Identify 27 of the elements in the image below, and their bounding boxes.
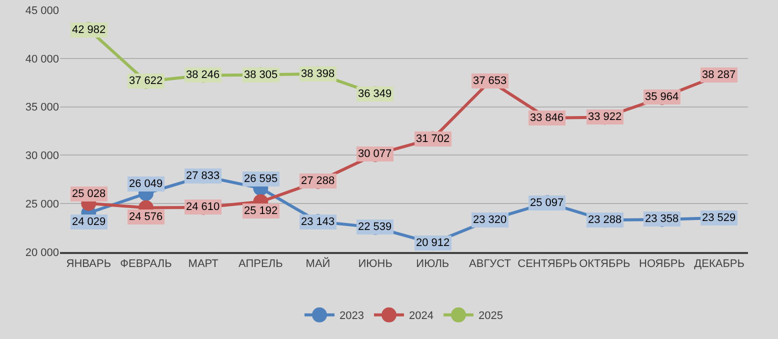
- x-tick-label: МАЙ: [306, 257, 330, 270]
- x-tick-label: ИЮЛЬ: [416, 258, 450, 270]
- data-label: 24 029: [72, 216, 106, 228]
- x-tick-label: ЯНВАРЬ: [66, 258, 112, 270]
- y-tick-label: 20 000: [25, 246, 59, 259]
- legend-label: 2024: [408, 310, 434, 322]
- legend-label: 2025: [478, 310, 503, 322]
- y-tick-label: 25 000: [25, 198, 59, 210]
- data-label: 25 192: [244, 205, 278, 217]
- y-tick-label: 30 000: [25, 150, 59, 162]
- x-tick-label: ФЕВРАЛЬ: [120, 258, 172, 270]
- x-tick-label: СЕНТЯБРЬ: [518, 258, 578, 270]
- x-tick-label: МАРТ: [188, 258, 219, 270]
- y-tick-label: 45 000: [25, 4, 59, 17]
- data-label: 26 595: [244, 173, 278, 185]
- x-tick-label: ИЮНЬ: [358, 258, 392, 270]
- x-tick-label: АПРЕЛЬ: [238, 258, 283, 270]
- y-tick-label: 35 000: [25, 102, 59, 114]
- y-tick-label: 40 000: [25, 53, 59, 66]
- x-tick-label: ДЕКАБРЬ: [694, 258, 744, 270]
- data-label: 26 049: [129, 178, 163, 190]
- x-tick-label: АВГУСТ: [469, 258, 512, 270]
- x-tick-label: НОЯБРЬ: [639, 258, 685, 270]
- data-label: 25 028: [72, 188, 106, 200]
- data-label: 24 576: [129, 211, 163, 223]
- x-tick-label: ОКТЯБРЬ: [579, 258, 630, 270]
- legend-label: 2023: [340, 310, 364, 322]
